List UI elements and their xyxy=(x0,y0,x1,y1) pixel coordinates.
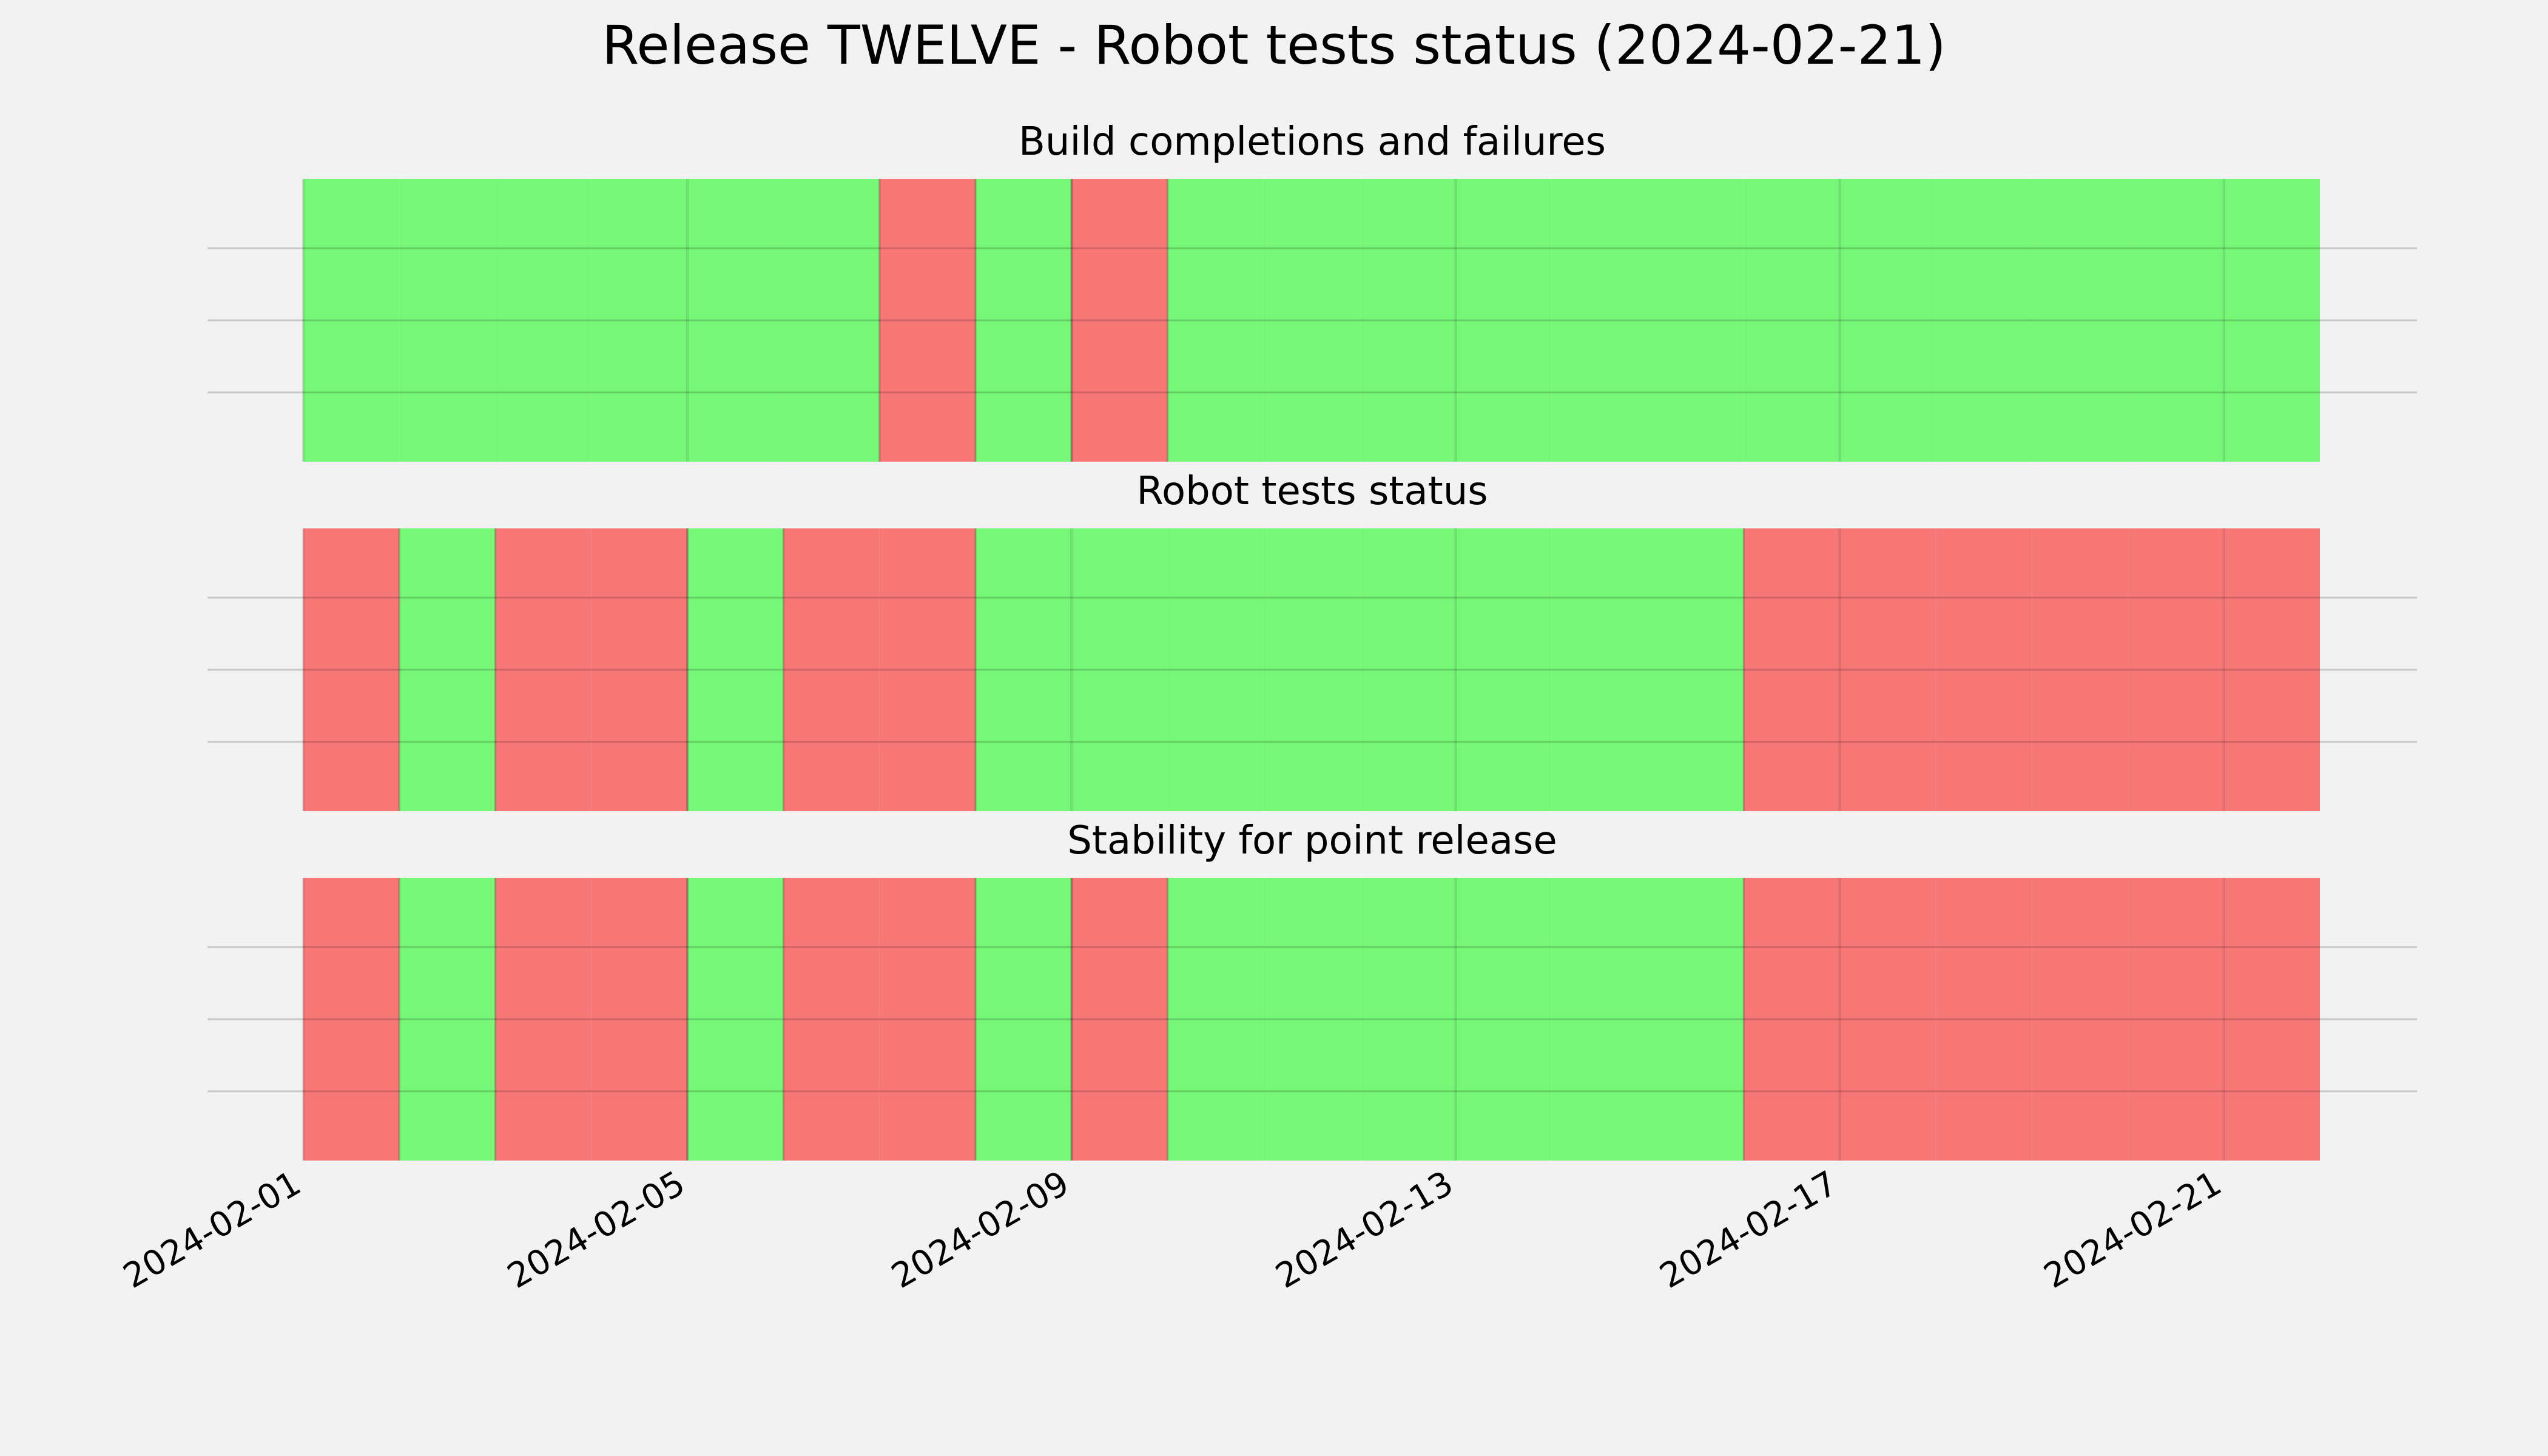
status-bar-pass xyxy=(1455,179,1552,462)
panel-title: Stability for point release xyxy=(1067,818,1557,863)
status-bar-fail xyxy=(591,528,688,811)
status-bar-fail xyxy=(1744,878,1840,1161)
status-bar-pass xyxy=(1167,528,1264,811)
status-bar-fail xyxy=(2223,528,2320,811)
status-bar-fail xyxy=(591,878,688,1161)
status-bar-pass xyxy=(1263,528,1360,811)
status-bar-pass xyxy=(1360,179,1456,462)
panel: Build completions and failures xyxy=(207,120,2417,462)
status-bar-fail xyxy=(2223,878,2320,1161)
status-bar-pass xyxy=(1071,528,1168,811)
status-bar-pass xyxy=(399,878,496,1161)
status-bar-pass xyxy=(399,528,496,811)
status-bar-fail xyxy=(1935,528,2032,811)
status-bar-pass xyxy=(2128,179,2224,462)
status-bar-fail xyxy=(1071,179,1168,462)
status-bar-fail xyxy=(1839,528,1936,811)
status-bar-fail xyxy=(879,179,976,462)
panel: Robot tests status xyxy=(207,469,2417,811)
status-bar-fail xyxy=(2128,528,2224,811)
status-bar-pass xyxy=(783,179,880,462)
status-bar-fail xyxy=(879,528,976,811)
status-bar-pass xyxy=(303,179,400,462)
panel-title: Robot tests status xyxy=(1136,469,1488,514)
status-bar-fail xyxy=(495,528,592,811)
status-bar-pass xyxy=(1839,179,1936,462)
status-bar-pass xyxy=(1551,528,1648,811)
panel: Stability for point release xyxy=(207,818,2417,1161)
status-bar-fail xyxy=(303,528,400,811)
status-bar-pass xyxy=(1648,878,1744,1161)
status-bar-pass xyxy=(1360,528,1456,811)
status-bar-pass xyxy=(1455,878,1552,1161)
status-bar-pass xyxy=(1551,878,1648,1161)
status-bar-pass xyxy=(1167,179,1264,462)
status-bar-fail xyxy=(879,878,976,1161)
status-bar-fail xyxy=(2032,878,2128,1161)
status-bar-pass xyxy=(1744,179,1840,462)
status-bar-pass xyxy=(687,878,784,1161)
status-bar-pass xyxy=(1263,179,1360,462)
status-bar-fail xyxy=(495,878,592,1161)
status-bar-pass xyxy=(399,179,496,462)
status-bar-pass xyxy=(495,179,592,462)
status-bar-fail xyxy=(1935,878,2032,1161)
panel-title: Build completions and failures xyxy=(1019,120,1606,164)
status-bar-pass xyxy=(1551,179,1648,462)
chart-title: Release TWELVE - Robot tests status (202… xyxy=(602,14,1946,76)
status-bar-fail xyxy=(2032,528,2128,811)
status-bar-pass xyxy=(1263,878,1360,1161)
status-bar-pass xyxy=(1167,878,1264,1161)
status-bar-pass xyxy=(687,179,784,462)
status-bar-pass xyxy=(687,528,784,811)
status-bar-fail xyxy=(1744,528,1840,811)
status-bar-fail xyxy=(783,878,880,1161)
status-bar-pass xyxy=(976,878,1072,1161)
status-bar-pass xyxy=(1360,878,1456,1161)
status-bar-fail xyxy=(2128,878,2224,1161)
status-bar-fail xyxy=(783,528,880,811)
panels-layer: Build completions and failures Robot test… xyxy=(207,120,2417,1161)
status-bar-pass xyxy=(2223,179,2320,462)
status-bar-pass xyxy=(2032,179,2128,462)
status-bar-pass xyxy=(1648,528,1744,811)
status-bar-pass xyxy=(976,179,1072,462)
status-bar-fail xyxy=(303,878,400,1161)
status-bar-fail xyxy=(1071,878,1168,1161)
status-bar-pass xyxy=(976,528,1072,811)
status-bar-pass xyxy=(1455,528,1552,811)
status-bar-pass xyxy=(1935,179,2032,462)
status-bar-fail xyxy=(1839,878,1936,1161)
status-bar-pass xyxy=(1648,179,1744,462)
status-bar-pass xyxy=(591,179,688,462)
